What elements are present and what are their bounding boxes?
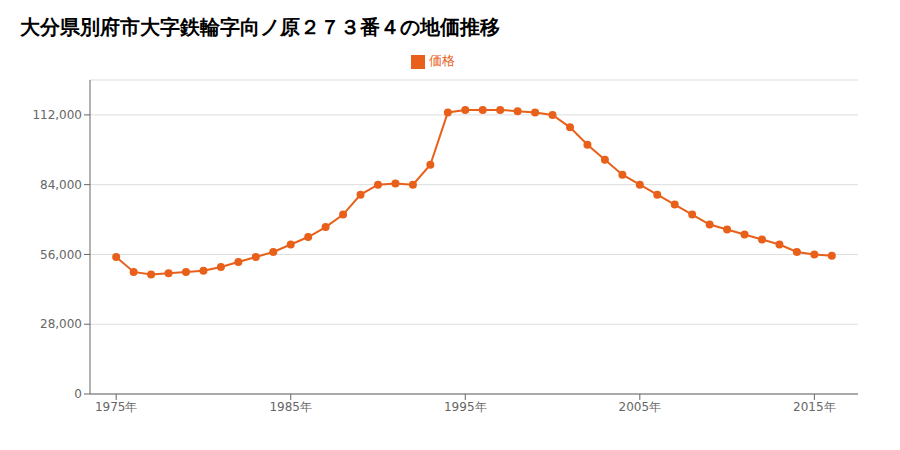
svg-text:84,000: 84,000: [40, 178, 82, 192]
html-text:大分県別府市大字鉄輪字向ノ原２７３番４の地価推移: 大分県別府市大字鉄輪字向ノ原２７３番４の地価推移: [20, 15, 500, 39]
svg-text:56,000: 56,000: [40, 248, 82, 262]
svg-text:1985年: 1985年: [269, 400, 312, 414]
svg-text:1995年: 1995年: [444, 400, 487, 414]
svg-text:1975年: 1975年: [95, 400, 138, 414]
svg-text:112,000: 112,000: [32, 108, 82, 122]
svg-text:0: 0: [74, 387, 82, 401]
svg-text:2015年: 2015年: [793, 400, 836, 414]
svg-text:2005年: 2005年: [619, 400, 662, 414]
svg-text:28,000: 28,000: [40, 317, 82, 331]
html-text:価格: 価格: [429, 53, 455, 68]
